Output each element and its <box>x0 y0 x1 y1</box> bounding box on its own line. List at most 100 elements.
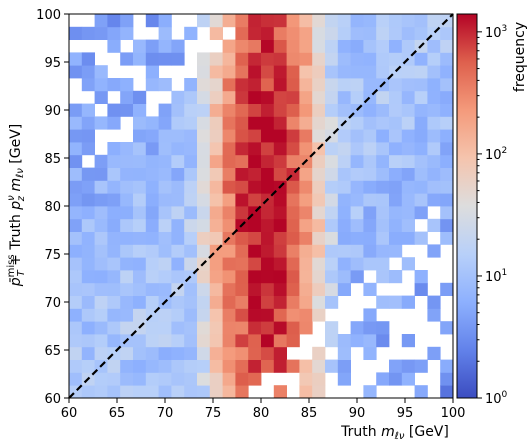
heatmap-cell <box>107 257 121 271</box>
heatmap-cell <box>81 244 95 258</box>
heatmap-cell <box>184 257 198 271</box>
heatmap-cell <box>235 14 249 28</box>
heatmap-cell <box>273 167 287 181</box>
heatmap-cell <box>299 244 313 258</box>
heatmap-cell <box>273 14 287 28</box>
heatmap-cell <box>325 116 339 130</box>
heatmap-cell <box>81 308 95 322</box>
heatmap-cell <box>120 193 134 207</box>
heatmap-cell <box>261 154 275 168</box>
y-tick-label: 80 <box>44 200 61 215</box>
heatmap-cell <box>363 26 377 40</box>
heatmap-cell <box>286 359 300 373</box>
heatmap-cell <box>389 167 403 181</box>
heatmap-cell <box>197 116 211 130</box>
heatmap-cell <box>337 154 351 168</box>
heatmap-cell <box>286 308 300 322</box>
heatmap-cell <box>363 180 377 194</box>
heatmap-cell <box>145 52 159 66</box>
heatmap-cell <box>197 90 211 104</box>
heatmap-cell <box>401 78 415 92</box>
heatmap-cell <box>184 372 198 386</box>
heatmap-cell <box>133 167 147 181</box>
heatmap-cell <box>350 257 364 271</box>
heatmap-cell <box>401 180 415 194</box>
heatmap-cell <box>363 52 377 66</box>
heatmap-cell <box>286 103 300 117</box>
heatmap-cell <box>261 308 275 322</box>
heatmap-cell <box>69 334 83 348</box>
heatmap-cell <box>337 78 351 92</box>
heatmap-cell <box>107 103 121 117</box>
heatmap-cell <box>273 26 287 40</box>
heatmap-cell <box>401 206 415 220</box>
x-axis-label: Truth mℓν [GeV] <box>340 424 449 441</box>
heatmap-cell <box>261 257 275 271</box>
heatmap-cell <box>337 90 351 104</box>
heatmap-cell <box>145 154 159 168</box>
heatmap-cell <box>389 26 403 40</box>
heatmap-cell <box>248 270 262 284</box>
heatmap-cell <box>299 180 313 194</box>
heatmap-cell <box>184 26 198 40</box>
heatmap-cell <box>299 218 313 232</box>
heatmap-cell <box>235 385 249 399</box>
heatmap-cell <box>414 52 428 66</box>
y-tick-label: 65 <box>44 344 61 359</box>
heatmap-cell <box>363 116 377 130</box>
heatmap-cell <box>389 142 403 156</box>
heatmap-cell <box>120 52 134 66</box>
heatmap-cell <box>184 321 198 335</box>
heatmap-cell <box>350 26 364 40</box>
heatmap-cell <box>107 295 121 309</box>
heatmap-cell <box>273 90 287 104</box>
heatmap-cell <box>261 295 275 309</box>
heatmap-cell <box>286 244 300 258</box>
heatmap-cell <box>222 321 236 335</box>
heatmap-cell <box>197 334 211 348</box>
heatmap-cell <box>81 103 95 117</box>
heatmap-cell <box>94 116 108 130</box>
heatmap-cell <box>145 116 159 130</box>
heatmap-cell <box>299 142 313 156</box>
heatmap-cell <box>325 142 339 156</box>
heatmap-cell <box>171 218 185 232</box>
heatmap-cell <box>197 372 211 386</box>
heatmap-cell <box>69 180 83 194</box>
x-tick-label: 100 <box>441 406 466 421</box>
heatmap-cell <box>184 218 198 232</box>
heatmap-cell <box>94 282 108 296</box>
heatmap-cell <box>133 270 147 284</box>
heatmap-cell <box>325 78 339 92</box>
heatmap-cell <box>299 14 313 28</box>
heatmap-cell <box>299 231 313 245</box>
heatmap-cell <box>184 385 198 399</box>
heatmap-cell <box>133 346 147 360</box>
heatmap-cell <box>222 39 236 53</box>
heatmap-cell <box>363 346 377 360</box>
heatmap-cell <box>273 193 287 207</box>
heatmap-cell <box>312 180 326 194</box>
heatmap-cell <box>312 244 326 258</box>
heatmap-cell <box>248 244 262 258</box>
heatmap-cell <box>145 282 159 296</box>
heatmap-cell <box>94 321 108 335</box>
heatmap-cell <box>273 52 287 66</box>
heatmap-cell <box>235 231 249 245</box>
heatmap-cell <box>120 295 134 309</box>
heatmap-cell <box>325 270 339 284</box>
heatmap-cell <box>184 103 198 117</box>
heatmap-cell <box>145 385 159 399</box>
heatmap-cell <box>209 282 223 296</box>
heatmap-cell <box>171 52 185 66</box>
colorbar-tick-label: 102 <box>485 146 507 163</box>
heatmap-cell <box>81 385 95 399</box>
heatmap-cell <box>286 282 300 296</box>
heatmap-cell <box>120 90 134 104</box>
heatmap-cell <box>401 231 415 245</box>
heatmap-cell <box>337 270 351 284</box>
heatmap-cell <box>235 321 249 335</box>
y-tick-label: 95 <box>44 56 61 71</box>
heatmap-cell <box>376 372 390 386</box>
